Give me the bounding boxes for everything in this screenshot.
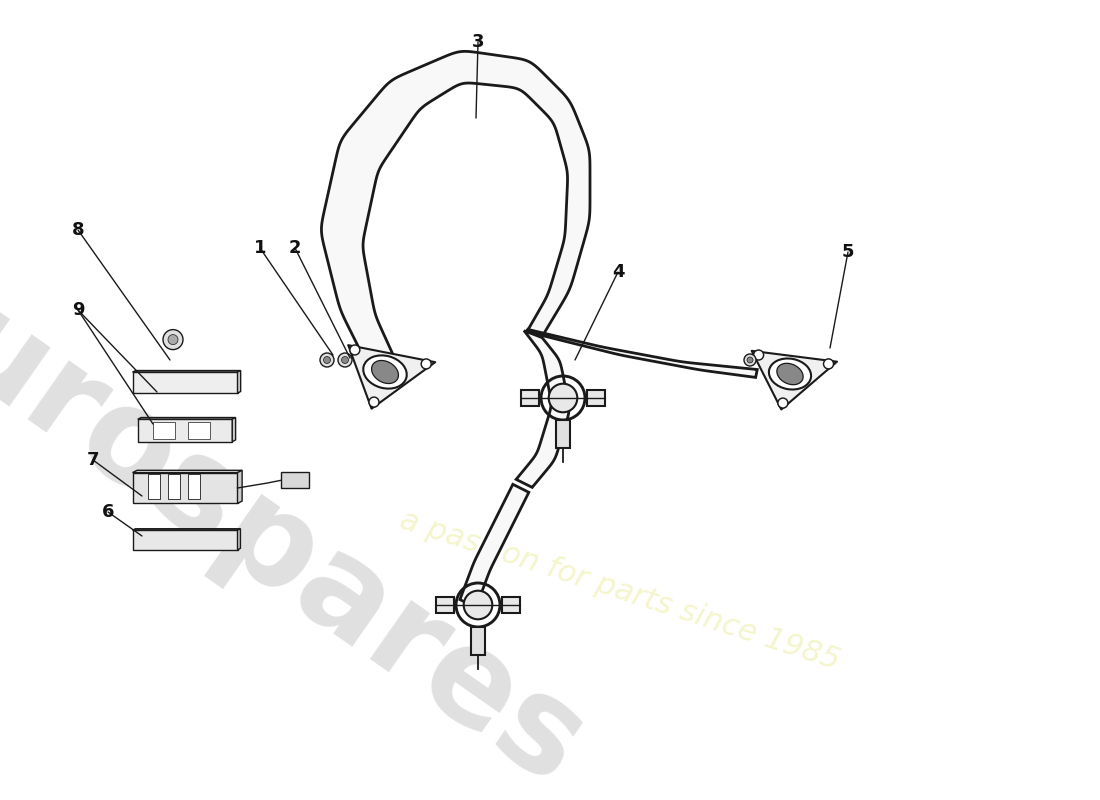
Circle shape <box>824 359 834 369</box>
Polygon shape <box>527 329 757 378</box>
Polygon shape <box>751 351 837 410</box>
Circle shape <box>464 590 493 619</box>
Polygon shape <box>132 473 238 503</box>
Polygon shape <box>132 372 238 393</box>
Polygon shape <box>238 370 241 393</box>
Text: eurospares: eurospares <box>0 229 608 800</box>
Ellipse shape <box>777 363 803 385</box>
Polygon shape <box>321 51 590 366</box>
Polygon shape <box>132 529 241 530</box>
Bar <box>167 474 179 499</box>
Circle shape <box>744 354 756 366</box>
Bar <box>556 420 570 448</box>
Bar <box>471 627 485 655</box>
Text: 9: 9 <box>72 301 85 319</box>
Text: 6: 6 <box>101 503 114 521</box>
Ellipse shape <box>363 355 407 389</box>
Ellipse shape <box>372 361 398 383</box>
Circle shape <box>323 357 330 363</box>
Polygon shape <box>238 529 241 550</box>
Circle shape <box>168 334 178 345</box>
Polygon shape <box>132 530 238 550</box>
Polygon shape <box>349 345 436 409</box>
Circle shape <box>549 384 578 412</box>
Text: 1: 1 <box>254 239 266 257</box>
Polygon shape <box>138 418 235 419</box>
Circle shape <box>368 397 379 407</box>
Bar <box>153 422 175 438</box>
Circle shape <box>341 357 349 363</box>
Text: 5: 5 <box>842 243 855 261</box>
Text: 7: 7 <box>87 451 99 469</box>
Circle shape <box>320 353 334 367</box>
Text: 2: 2 <box>288 239 301 257</box>
Text: 4: 4 <box>612 263 625 281</box>
Polygon shape <box>436 597 454 613</box>
Polygon shape <box>132 370 241 372</box>
Polygon shape <box>132 470 242 473</box>
Ellipse shape <box>769 358 811 390</box>
Text: 8: 8 <box>72 221 85 239</box>
Bar <box>280 472 308 488</box>
Circle shape <box>754 350 763 360</box>
Circle shape <box>338 353 352 367</box>
Polygon shape <box>516 330 569 487</box>
Polygon shape <box>232 418 235 442</box>
Polygon shape <box>460 484 529 607</box>
Bar <box>187 474 199 499</box>
Bar <box>188 422 210 438</box>
Polygon shape <box>521 390 539 406</box>
Circle shape <box>350 345 360 355</box>
Bar <box>147 474 160 499</box>
Polygon shape <box>138 419 232 442</box>
Circle shape <box>778 398 788 408</box>
Polygon shape <box>502 597 520 613</box>
Circle shape <box>747 357 754 363</box>
Text: a passion for parts since 1985: a passion for parts since 1985 <box>396 505 844 675</box>
Text: 3: 3 <box>472 33 484 51</box>
Circle shape <box>163 330 183 350</box>
Circle shape <box>421 359 431 369</box>
Polygon shape <box>238 470 242 503</box>
Polygon shape <box>587 390 605 406</box>
